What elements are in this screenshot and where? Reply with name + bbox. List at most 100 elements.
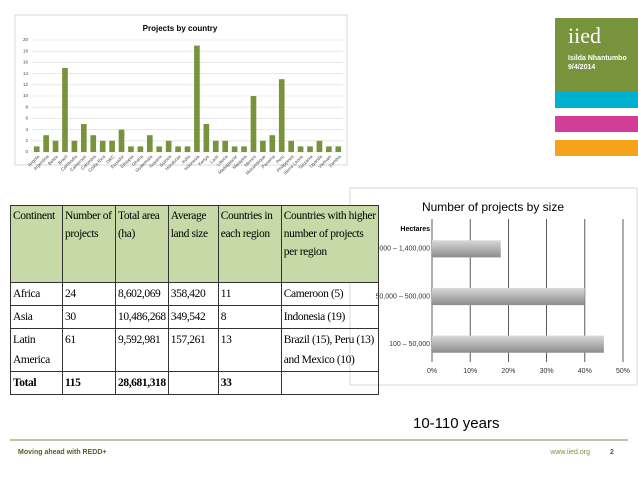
y-tick-label: 20 [23,37,29,42]
table-cell: Asia [10,305,63,329]
table-cell: 24 [62,282,116,306]
bar [165,140,172,152]
x-tick-label: 0% [427,368,437,375]
y-tick-label: 50,000 – 500,000 [376,293,431,300]
date: 9/4/2014 [568,64,595,71]
bar [43,135,49,152]
table-cell: 30 [62,305,116,329]
bar [71,140,78,152]
brand-gap [555,0,638,18]
chart-title: Projects by country [143,24,218,33]
table-cell: 13 [217,328,282,372]
data-table: Continent Number of projects Total area (h… [10,205,379,395]
table-cell: 8 [217,305,282,329]
logo: iied [568,23,601,48]
color-strip [555,116,638,132]
column-header: Total area (ha) [115,205,169,283]
bar [260,140,266,152]
table-cell: Cameroon (5) [280,282,379,306]
y-tick-label: 14 [23,71,29,76]
table-cell: 358,420 [167,282,219,306]
total-cell: 33 [217,371,282,395]
x-tick-label: 20% [501,368,515,375]
bar [316,140,323,152]
bar [33,146,40,152]
x-tick-label: 30% [540,368,554,375]
bar [146,135,153,152]
author: Isilda Nhantumbo [568,55,627,62]
table-cell: Indonesia (19) [280,305,379,329]
total-cell: 28,681,318 [115,371,169,395]
y-tick-label: 16 [23,60,29,65]
bar [278,79,285,152]
table-cell: 11 [217,282,282,306]
bar [99,140,106,152]
bar [62,68,68,152]
total-cell [280,371,379,395]
table-cell: 8,602,069 [115,282,169,306]
total-cell: Total [10,371,63,395]
bar [128,146,134,152]
bar [432,240,501,258]
bar [432,287,585,306]
y-tick-label: 100 – 50,000 [389,341,430,348]
y-tick-label: 4 [25,127,28,132]
bar [203,124,210,152]
table-cell: 9,592,981 [115,328,169,372]
table-cell: 10,486,268 [115,305,169,329]
x-tick-label: 10% [463,368,477,375]
bar [432,335,604,353]
x-tick-label: Laos [209,153,220,164]
color-strip [555,140,638,156]
table-cell: Brazil (15), Peru (13) and Mexico (10) [280,328,379,372]
bar [137,146,144,152]
y-tick-label: 18 [23,48,29,53]
y-tick-label: 12 [23,82,29,87]
x-tick-label: 50% [616,368,630,375]
bar [231,146,238,152]
bar [156,146,163,152]
bar [90,135,97,152]
bar [118,129,125,152]
y-tick-label: 2 [25,138,28,143]
x-tick-label: India [181,154,192,165]
bar [269,135,276,152]
table-row: Africa 24 8,602,069 358,420 11 Cameroon (5) [10,282,379,306]
table-cell: 349,542 [167,305,219,329]
column-header: Average land size [167,205,219,283]
bar [184,146,191,152]
bar [212,140,219,152]
chart-title: Number of projects by size [422,200,564,214]
footer-text: Moving ahead with REDD+ [18,449,106,456]
bar [175,146,181,152]
table-row: Latin America 61 9,592,981 157,261 13 Brazil … [10,328,379,372]
x-tick-label: DRC [105,153,116,164]
axis-title: Hectares [400,226,430,233]
total-cell: 115 [62,371,116,395]
table-row: Continent Number of projects Total area (h… [10,205,379,283]
y-tick-label: 6 [25,116,28,121]
table-cell: Africa [10,282,63,306]
column-header: Number of projects [62,205,116,283]
bar [288,140,294,152]
color-strip [555,91,638,108]
bar [52,140,59,152]
bar [241,146,247,152]
caption: 10-110 years [413,415,499,432]
table-row: Total 115 28,681,318 33 [10,371,379,395]
x-tick-label: Peru [275,154,286,165]
y-tick-label: 8 [25,104,28,109]
column-header: Countries with higher number of projects… [280,205,379,283]
x-tick-label: 40% [578,368,592,375]
y-tick-label: 10 [23,93,29,98]
table-cell: 157,261 [167,328,219,372]
x-tick-label: Brazil [57,154,69,166]
table-row: Asia 30 10,486,268 349,542 8 Indonesia (19) [10,305,379,329]
footer-url: www.iied.org [549,449,590,456]
column-header: Continent [10,205,63,283]
page-number: 2 [610,449,614,456]
bar [250,96,257,152]
total-cell [167,371,219,395]
